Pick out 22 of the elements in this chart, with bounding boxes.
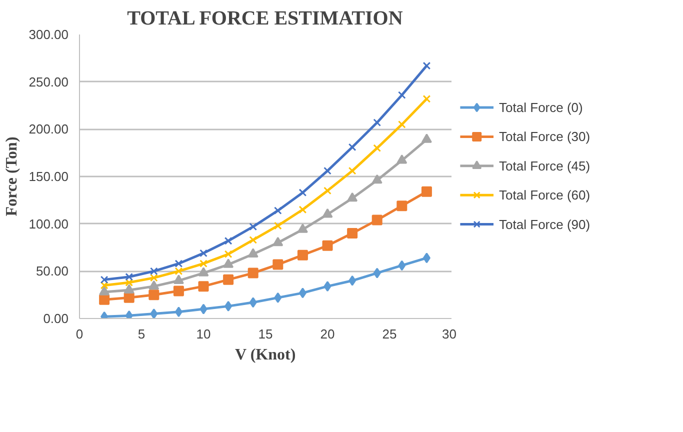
legend-label: Total Force (30)	[499, 129, 590, 144]
y-tick-label: 50.00	[36, 264, 69, 279]
y-tick-label: 150.00	[28, 169, 69, 184]
legend-label: Total Force (45)	[499, 158, 590, 174]
legend-label: Total Force (90)	[499, 216, 590, 232]
x-tick-label: 20	[320, 326, 335, 342]
legend-label: Total Force (60)	[499, 188, 590, 203]
x-axis-title: V (Knot)	[235, 346, 296, 364]
x-tick-label: 0	[76, 326, 84, 342]
x-tick-label: 10	[196, 326, 211, 342]
y-tick-label: 250.00	[28, 74, 69, 90]
y-tick-label: 300.00	[28, 27, 69, 42]
x-tick-label: 30	[442, 326, 457, 342]
y-tick-label: 100.00	[28, 216, 69, 232]
x-tick-label: 5	[138, 326, 146, 342]
chart-title: TOTAL FORCE ESTIMATION	[127, 8, 404, 30]
y-tick-label: 200.00	[28, 122, 69, 137]
x-tick-label: 15	[258, 326, 273, 342]
x-tick-label: 25	[382, 326, 397, 342]
legend-label: Total Force (0)	[499, 100, 583, 115]
y-axis-title: Force (Ton)	[4, 136, 21, 216]
y-tick-label: 0.00	[43, 311, 69, 326]
